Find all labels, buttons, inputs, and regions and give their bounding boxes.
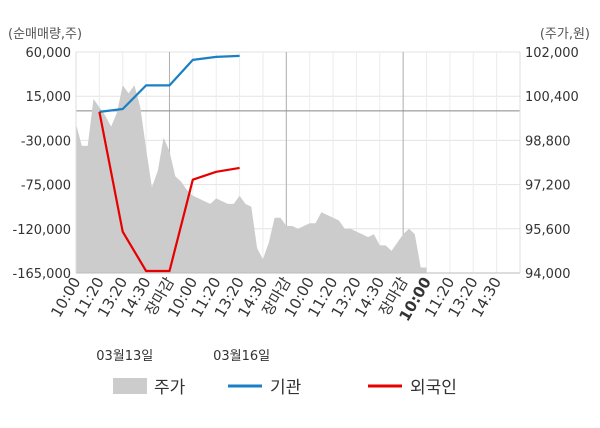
right-tick-label: 102,000 (525, 46, 579, 61)
legend: 주가 기관 외국인 (113, 378, 457, 398)
axes (75, 52, 521, 274)
legend-swatch-price (113, 378, 147, 394)
date-label: 03월16일 (213, 349, 270, 364)
foreign-line (98, 111, 240, 273)
legend-label-foreign: 외국인 (410, 378, 457, 398)
series-lines (98, 54, 240, 273)
left-tick-label: -75,000 (21, 179, 71, 194)
date-labels: 03월13일 03월16일 (96, 349, 270, 364)
legend-label-institution: 기관 (270, 378, 301, 398)
left-tick-label: -120,000 (13, 223, 71, 238)
left-axis-unit: (순매매량,주) (8, 27, 82, 42)
left-tick-label: 15,000 (26, 90, 72, 105)
right-tick-label: 100,400 (525, 90, 579, 105)
right-tick-label: 97,200 (525, 179, 571, 194)
right-axis-unit: (주가,원) (540, 27, 590, 42)
price-area (76, 85, 427, 273)
left-tick-label: -30,000 (21, 134, 71, 149)
right-tick-label: 95,600 (525, 223, 571, 238)
date-label: 03월13일 (96, 349, 153, 364)
left-tick-label: -165,000 (13, 267, 71, 282)
price-area-shape (76, 85, 427, 273)
left-axis-ticks: 60,000 15,000 -30,000 -75,000 -120,000 -165,0… (13, 46, 71, 282)
x-axis-ticks: 10:0011:2013:2014:30장마감10:0011:2013:2014… (47, 274, 505, 325)
left-tick-label: 60,000 (26, 46, 72, 61)
institution-line (99, 54, 240, 113)
right-tick-label: 94,000 (525, 267, 571, 282)
right-tick-label: 98,800 (525, 134, 571, 149)
right-axis-ticks: 102,000 100,400 98,800 97,200 95,600 94,000 (525, 46, 579, 282)
legend-label-price: 주가 (154, 378, 186, 398)
